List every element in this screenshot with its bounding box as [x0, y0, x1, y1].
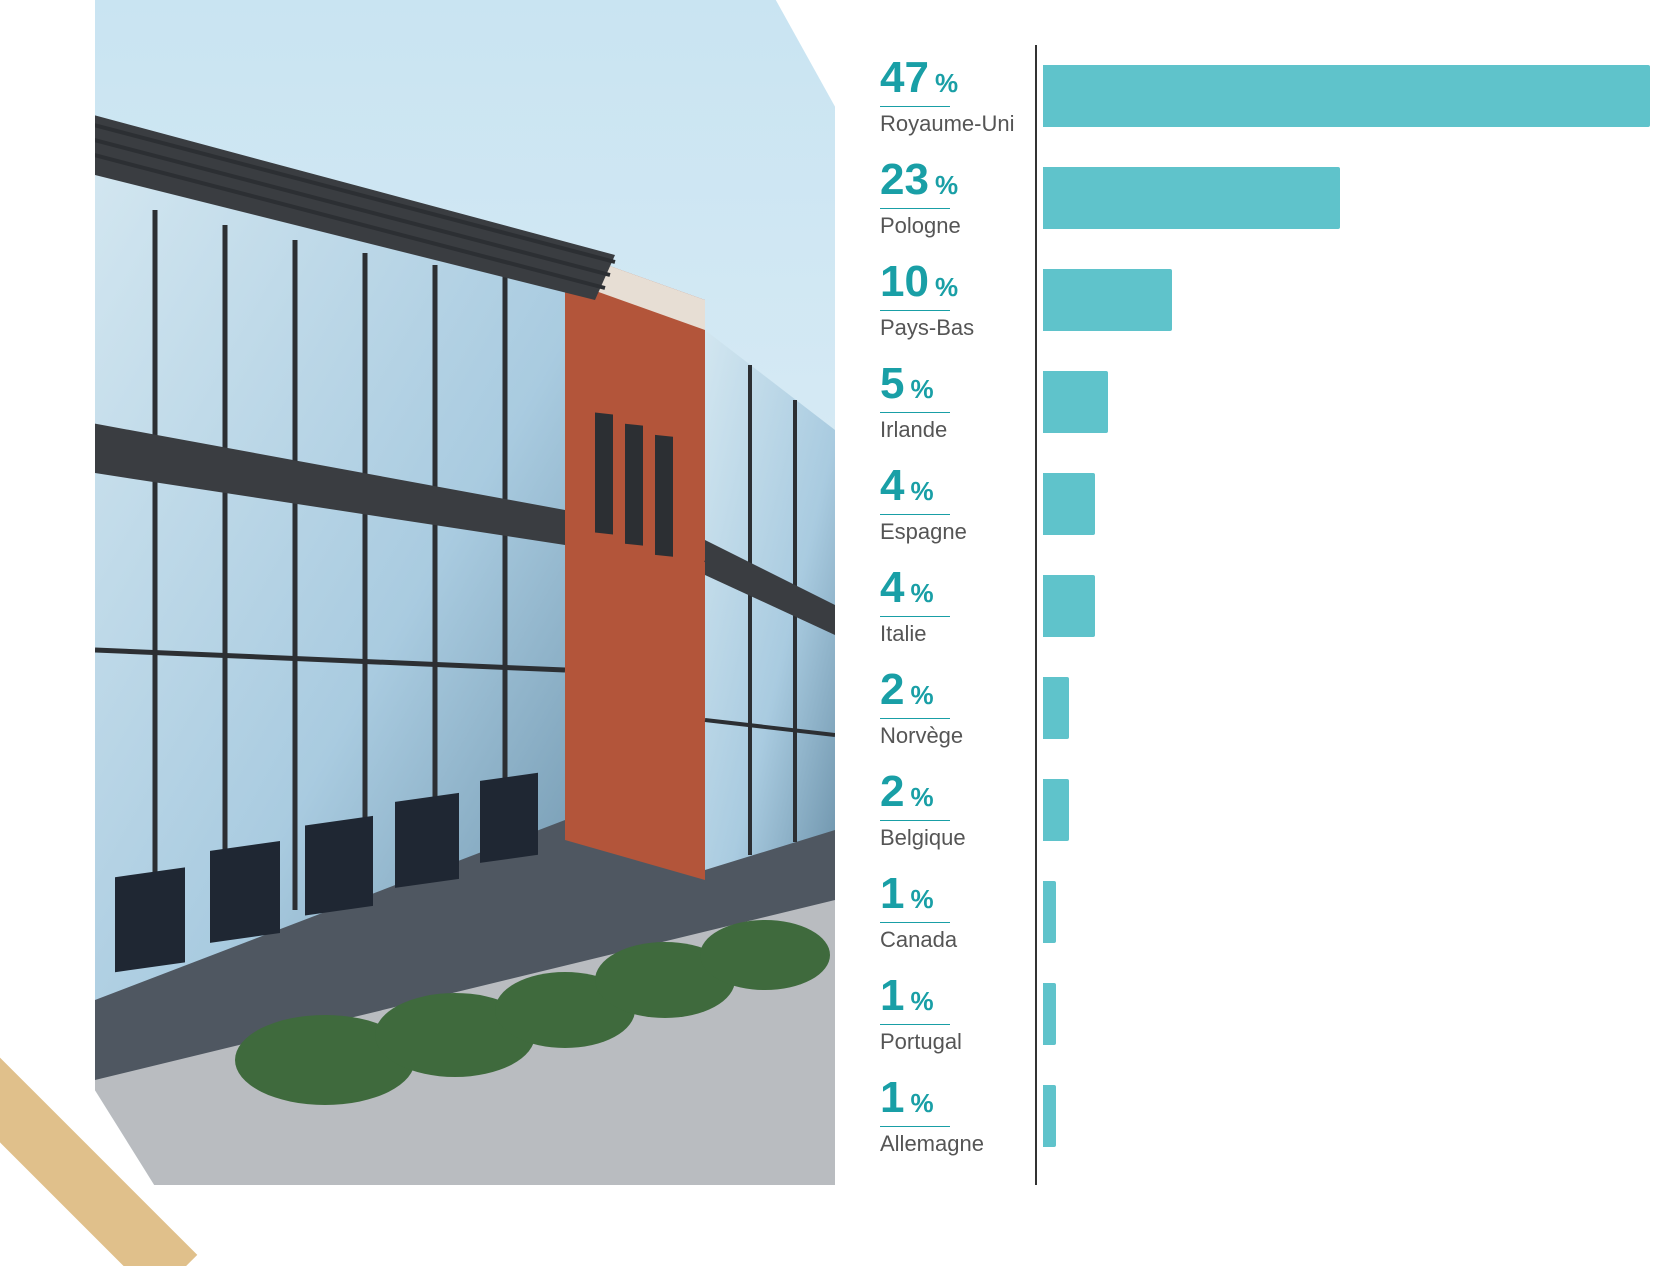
value-number: 1 — [880, 1076, 904, 1120]
chart-label-row: 23% Pologne — [880, 147, 1035, 249]
value-number: 4 — [880, 464, 904, 508]
value-line: 4% — [880, 566, 1021, 610]
value-underline — [880, 718, 950, 719]
chart-label-row: 1% Portugal — [880, 963, 1035, 1065]
percent-symbol: % — [935, 70, 958, 99]
country-share-chart: 47% Royaume-Uni 23% Pologne 10% Pays-Bas 5% Irl… — [880, 45, 1650, 1185]
value-underline — [880, 514, 950, 515]
value-line: 1% — [880, 872, 1021, 916]
country-label: Norvège — [880, 723, 1021, 749]
country-label: Canada — [880, 927, 1021, 953]
chart-bar — [1043, 677, 1069, 739]
value-line: 2% — [880, 668, 1021, 712]
chart-label-row: 4% Espagne — [880, 453, 1035, 555]
chart-label-row: 4% Italie — [880, 555, 1035, 657]
chart-bar — [1043, 881, 1056, 943]
country-label: Allemagne — [880, 1131, 1021, 1157]
chart-bar — [1043, 65, 1650, 127]
value-underline — [880, 412, 950, 413]
percent-symbol: % — [910, 580, 933, 609]
country-label: Portugal — [880, 1029, 1021, 1055]
chart-labels-column: 47% Royaume-Uni 23% Pologne 10% Pays-Bas 5% Irl… — [880, 45, 1035, 1185]
value-line: 23% — [880, 158, 1021, 202]
value-number: 47 — [880, 56, 929, 100]
country-label: Royaume-Uni — [880, 111, 1021, 137]
value-line: 5% — [880, 362, 1021, 406]
chart-bar — [1043, 269, 1172, 331]
value-underline — [880, 922, 950, 923]
percent-symbol: % — [910, 988, 933, 1017]
chart-bar-row — [1043, 147, 1650, 249]
value-underline — [880, 106, 950, 107]
value-number: 2 — [880, 770, 904, 814]
chart-label-row: 2% Belgique — [880, 759, 1035, 861]
value-underline — [880, 1126, 950, 1127]
chart-bar-row — [1043, 249, 1650, 351]
percent-symbol: % — [910, 886, 933, 915]
chart-bar — [1043, 167, 1340, 229]
value-line: 4% — [880, 464, 1021, 508]
percent-symbol: % — [910, 682, 933, 711]
value-number: 4 — [880, 566, 904, 610]
chart-bar-row — [1043, 453, 1650, 555]
value-line: 1% — [880, 1076, 1021, 1120]
value-underline — [880, 1024, 950, 1025]
country-label: Belgique — [880, 825, 1021, 851]
value-underline — [880, 208, 950, 209]
chart-bars-column — [1037, 45, 1650, 1185]
value-line: 10% — [880, 260, 1021, 304]
chart-label-row: 1% Allemagne — [880, 1065, 1035, 1167]
chart-bar — [1043, 1085, 1056, 1147]
country-label: Pays-Bas — [880, 315, 1021, 341]
percent-symbol: % — [910, 1090, 933, 1119]
chart-bar — [1043, 575, 1095, 637]
value-number: 1 — [880, 974, 904, 1018]
country-label: Irlande — [880, 417, 1021, 443]
chart-bar-row — [1043, 861, 1650, 963]
value-number: 23 — [880, 158, 929, 202]
chart-label-row: 5% Irlande — [880, 351, 1035, 453]
percent-symbol: % — [910, 376, 933, 405]
chart-bar-row — [1043, 963, 1650, 1065]
value-number: 1 — [880, 872, 904, 916]
chart-bar — [1043, 473, 1095, 535]
chart-bar-row — [1043, 555, 1650, 657]
percent-symbol: % — [935, 274, 958, 303]
building-photo — [95, 0, 835, 1185]
chart-bar — [1043, 779, 1069, 841]
chart-label-row: 1% Canada — [880, 861, 1035, 963]
value-underline — [880, 820, 950, 821]
page-root: 47% Royaume-Uni 23% Pologne 10% Pays-Bas 5% Irl… — [0, 0, 1656, 1266]
percent-symbol: % — [910, 784, 933, 813]
value-underline — [880, 310, 950, 311]
chart-label-row: 47% Royaume-Uni — [880, 45, 1035, 147]
country-label: Espagne — [880, 519, 1021, 545]
chart-bar-row — [1043, 759, 1650, 861]
building-photo-svg — [95, 0, 835, 1185]
value-number: 5 — [880, 362, 904, 406]
chart-bar — [1043, 371, 1108, 433]
country-label: Pologne — [880, 213, 1021, 239]
country-label: Italie — [880, 621, 1021, 647]
chart-bar-row — [1043, 351, 1650, 453]
value-line: 47% — [880, 56, 1021, 100]
chart-bar — [1043, 983, 1056, 1045]
chart-bar-row — [1043, 1065, 1650, 1167]
value-number: 10 — [880, 260, 929, 304]
value-line: 1% — [880, 974, 1021, 1018]
chart-label-row: 2% Norvège — [880, 657, 1035, 759]
value-underline — [880, 616, 950, 617]
percent-symbol: % — [910, 478, 933, 507]
percent-symbol: % — [935, 172, 958, 201]
value-number: 2 — [880, 668, 904, 712]
chart-bar-row — [1043, 657, 1650, 759]
chart-label-row: 10% Pays-Bas — [880, 249, 1035, 351]
value-line: 2% — [880, 770, 1021, 814]
chart-bar-row — [1043, 45, 1650, 147]
